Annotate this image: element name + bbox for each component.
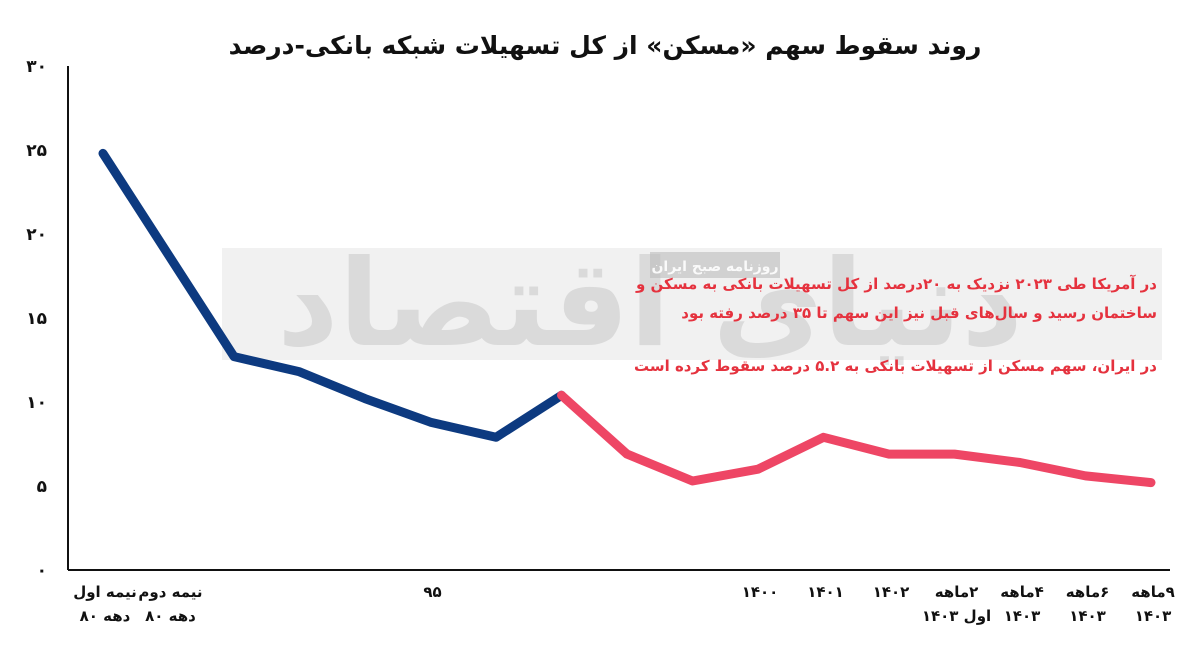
x-tick-label: اول ۱۴۰۳ — [922, 607, 991, 625]
x-tick-label: ۱۴۰۰ — [742, 583, 779, 601]
x-tick-label: ۲ماهه — [935, 583, 979, 601]
x-tick-label: ۱۴۰۲ — [873, 583, 910, 601]
x-tick-label: نیمه اول — [73, 583, 137, 601]
x-tick-labels: نیمه اول دهه ۸۰ نیمه دوم دهه ۸۰ ۹۵ ۱۴۰۰ ۱۴۰۱ ۱۴… — [73, 583, 1175, 625]
y-tick-labels: ۰ ۵ ۱۰ ۱۵ ۲۰ ۲۵ ۳۰ — [26, 57, 47, 581]
watermark: دنیای اقتصاد روزنامه صبح ایران — [222, 235, 1162, 374]
x-tick-label: ۱۴۰۳ — [1004, 607, 1041, 625]
annotations: در آمریکا طی ۲۰۲۳ نزدیک به ۲۰درصد از کل … — [634, 275, 1157, 375]
annotation-line-3: در ایران، سهم مسکن از تسهیلات بانکی به ۵… — [634, 357, 1157, 375]
chart-title: روند سقوط سهم «مسکن» از کل تسهیلات شبکه … — [229, 31, 982, 61]
annotation-line-2: ساختمان رسید و سال‌های قبل نیز این سهم ت… — [681, 304, 1157, 322]
y-tick-label: ۰ — [37, 561, 47, 581]
x-tick-label: نیمه دوم — [138, 583, 202, 601]
x-tick-label: ۱۴۰۱ — [807, 583, 844, 601]
x-tick-label: ۱۴۰۳ — [1069, 607, 1106, 625]
x-tick-label: ۹ماهه — [1131, 583, 1175, 601]
x-tick-label: دهه ۸۰ — [145, 607, 196, 625]
y-tick-label: ۲۵ — [26, 141, 47, 161]
x-tick-label: ۹۵ — [423, 583, 441, 601]
x-tick-label: ۴ماهه — [1000, 583, 1044, 601]
y-tick-label: ۳۰ — [26, 57, 47, 77]
x-tick-label: ۱۴۰۳ — [1135, 607, 1172, 625]
series-lines — [98, 148, 1156, 488]
watermark-tag — [650, 252, 780, 278]
series-line-1 — [98, 148, 566, 442]
y-tick-label: ۲۰ — [26, 225, 47, 245]
watermark-sub-text: روزنامه صبح ایران — [651, 259, 778, 275]
y-tick-label: ۱۵ — [26, 309, 47, 329]
x-tick-label: دهه ۸۰ — [80, 607, 131, 625]
y-tick-label: ۱۰ — [26, 393, 47, 413]
series-line-2 — [557, 390, 1156, 488]
x-tick-label: ۶ماهه — [1066, 583, 1110, 601]
annotation-line-1: در آمریکا طی ۲۰۲۳ نزدیک به ۲۰درصد از کل … — [635, 275, 1157, 293]
y-tick-label: ۵ — [37, 477, 47, 497]
